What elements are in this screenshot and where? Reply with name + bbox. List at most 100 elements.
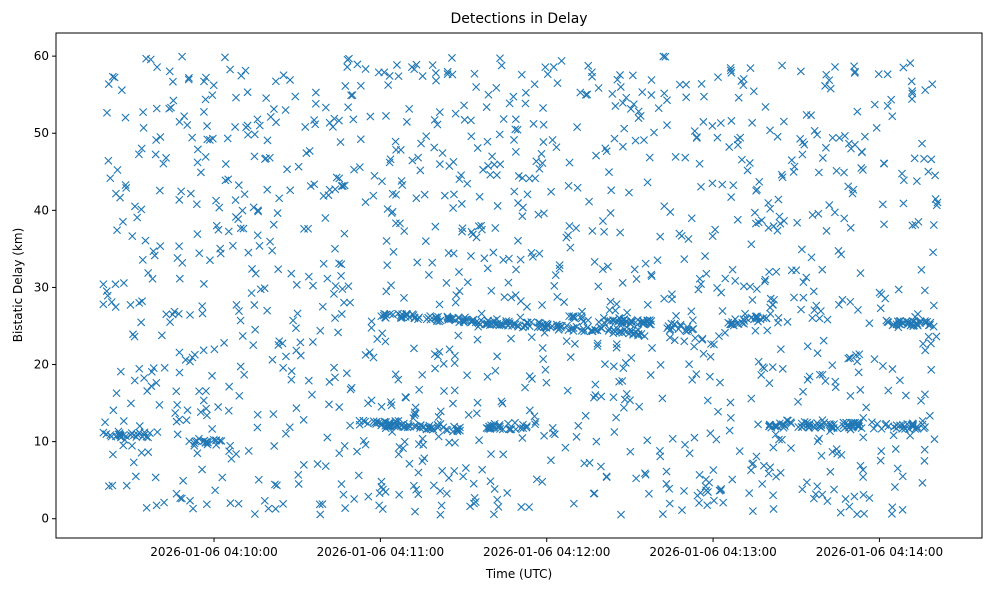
detection-point xyxy=(226,441,235,450)
detection-point xyxy=(854,368,863,377)
detection-point xyxy=(394,375,403,384)
detection-point xyxy=(378,177,386,186)
detection-point xyxy=(117,86,126,95)
detection-point xyxy=(336,138,345,147)
detection-point xyxy=(269,220,278,229)
detection-point xyxy=(888,503,897,512)
detection-point xyxy=(525,406,534,415)
detection-point xyxy=(296,338,305,347)
detection-point xyxy=(223,134,232,143)
detection-point xyxy=(266,237,275,246)
detection-point xyxy=(171,408,180,417)
detection-point xyxy=(264,504,273,513)
detection-point xyxy=(840,168,849,177)
detection-point xyxy=(870,100,879,109)
detection-point xyxy=(899,63,908,72)
detection-point xyxy=(472,233,481,242)
detection-point xyxy=(766,463,775,472)
detection-point xyxy=(577,312,586,321)
detection-point xyxy=(108,72,117,81)
detection-point xyxy=(660,202,669,211)
detection-point xyxy=(442,489,451,498)
detection-point xyxy=(181,355,190,364)
detection-point xyxy=(769,504,778,513)
detection-point xyxy=(300,224,309,233)
detection-point xyxy=(619,364,628,373)
detection-point xyxy=(681,440,690,449)
detection-point xyxy=(338,182,347,191)
detection-point xyxy=(531,420,540,429)
detection-point xyxy=(721,328,730,337)
detection-point xyxy=(925,411,934,420)
detection-point xyxy=(581,411,590,420)
detection-point xyxy=(270,442,279,451)
detection-point xyxy=(475,192,484,201)
detection-point xyxy=(348,91,357,100)
detection-point xyxy=(337,182,346,191)
detection-point xyxy=(435,300,444,309)
detection-point xyxy=(128,232,137,241)
y-axis-label: Bistatic Delay (km) xyxy=(11,228,25,343)
detection-point xyxy=(440,191,449,200)
detection-point xyxy=(328,122,337,131)
detection-point xyxy=(932,201,941,210)
detection-point xyxy=(740,316,749,325)
detection-point xyxy=(448,399,457,408)
detection-point xyxy=(660,89,669,98)
detection-point xyxy=(435,347,444,356)
detection-point xyxy=(116,431,125,440)
detection-point xyxy=(434,412,443,421)
detection-point xyxy=(175,368,184,377)
detection-point xyxy=(786,418,795,427)
detection-point xyxy=(392,145,401,154)
detection-point xyxy=(420,454,429,463)
detection-point xyxy=(484,90,493,99)
detection-point xyxy=(684,234,693,243)
detection-point xyxy=(119,279,128,288)
detection-point xyxy=(308,337,317,346)
detection-point xyxy=(269,105,278,114)
detection-point xyxy=(175,348,184,357)
detection-point xyxy=(126,300,135,309)
detection-point xyxy=(880,159,889,168)
detection-point xyxy=(898,169,906,178)
detection-point xyxy=(382,236,391,245)
detection-point xyxy=(195,387,204,396)
detection-point xyxy=(323,433,332,442)
detection-point xyxy=(142,54,151,63)
detection-point xyxy=(780,420,789,429)
detection-point xyxy=(630,265,639,274)
detection-point xyxy=(612,340,621,349)
detection-point xyxy=(876,456,885,465)
detection-point xyxy=(281,429,290,438)
detection-point xyxy=(492,83,501,92)
detection-point xyxy=(319,259,328,268)
detection-point xyxy=(680,486,689,495)
detection-point xyxy=(175,274,184,283)
y-tick-label: 0 xyxy=(41,512,49,526)
detection-point xyxy=(244,248,253,257)
detection-point xyxy=(198,465,207,474)
detection-point xyxy=(477,221,486,230)
detection-point xyxy=(400,437,409,446)
detection-point xyxy=(487,286,496,295)
detection-point xyxy=(659,52,668,61)
detection-point xyxy=(454,331,463,340)
detection-point xyxy=(428,258,437,267)
detection-point xyxy=(688,375,697,384)
detection-point xyxy=(489,248,498,257)
detection-point xyxy=(794,397,803,406)
detection-point xyxy=(434,312,443,321)
detection-point xyxy=(270,480,279,489)
detection-point xyxy=(590,489,599,498)
detection-point xyxy=(715,378,724,387)
detection-point xyxy=(361,440,370,449)
detection-point xyxy=(856,461,865,470)
detection-point xyxy=(570,339,579,348)
detection-point xyxy=(707,339,715,348)
detection-point xyxy=(417,139,426,148)
x-tick-label: 2026-01-06 04:10:00 xyxy=(150,545,277,559)
detection-point xyxy=(918,478,927,487)
detection-point xyxy=(478,465,487,474)
detection-point xyxy=(696,182,705,191)
